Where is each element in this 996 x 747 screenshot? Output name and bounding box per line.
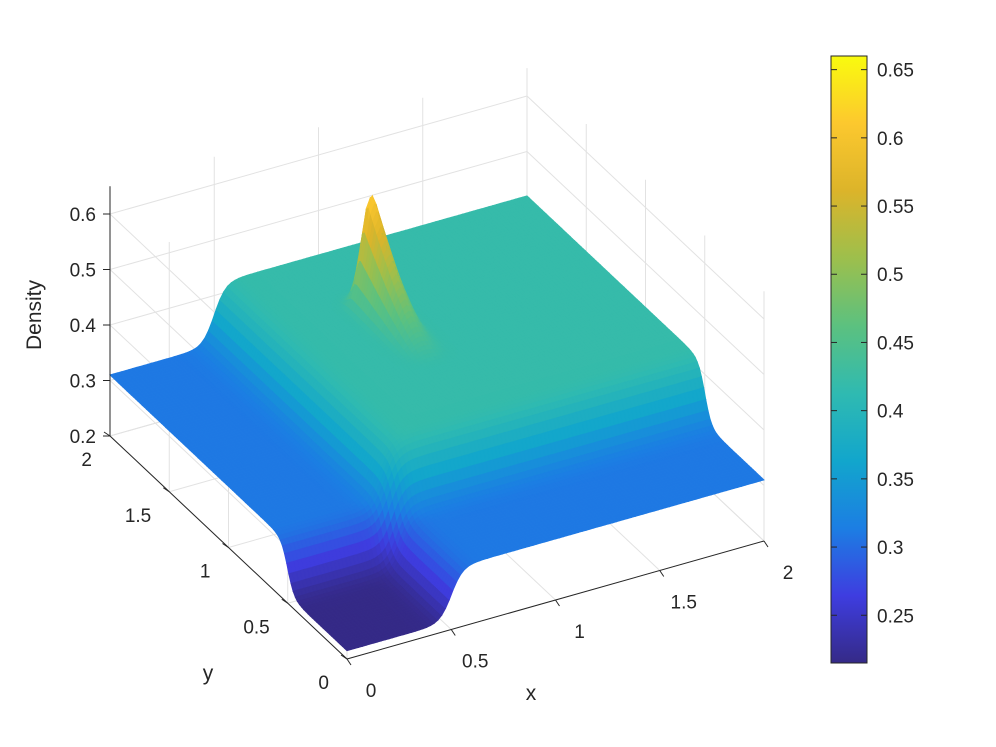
density-surface [109,194,765,652]
